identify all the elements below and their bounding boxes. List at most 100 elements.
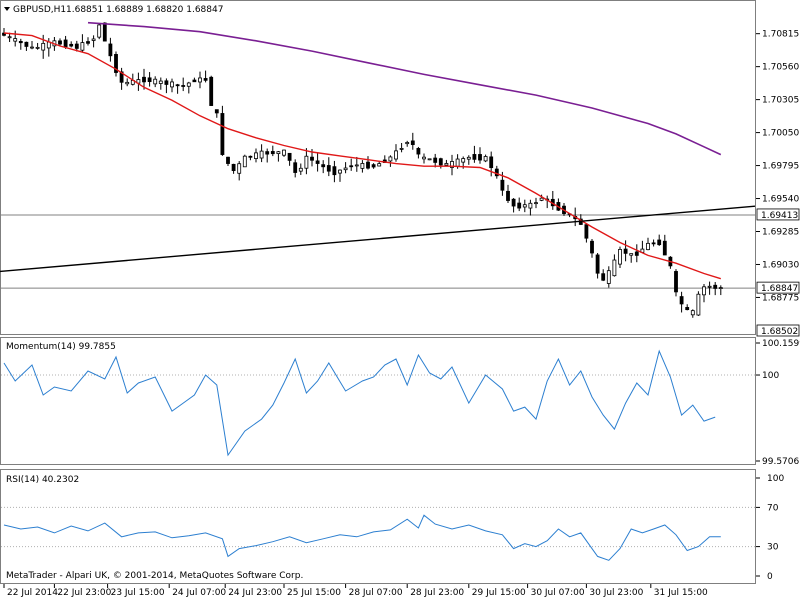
rsi-line — [3, 514, 721, 561]
candle-body — [315, 160, 320, 164]
time-tick-label: 23 Jul 15:00 — [111, 588, 165, 598]
candle-body — [377, 163, 382, 167]
time-tick-label: 28 Jul 23:00 — [410, 588, 464, 598]
symbol-label: GBPUSD,H1 — [13, 5, 66, 15]
candle-body — [175, 84, 180, 87]
candle-body — [265, 151, 270, 155]
candle-body — [489, 156, 494, 169]
candle-body — [534, 202, 538, 205]
candle-body — [478, 154, 482, 161]
candle-body — [125, 81, 130, 85]
price-tick-label: 1.70305 — [762, 96, 799, 106]
candle-body — [349, 165, 354, 168]
time-tick-label: 22 Jul 2014 — [7, 588, 58, 598]
candle-body — [646, 242, 650, 251]
candle-body — [466, 156, 471, 160]
candle-body — [450, 161, 454, 168]
candle-body — [416, 148, 421, 155]
momentum-panel-frame — [0, 337, 756, 465]
time-tick-label: 22 Jul 23:00 — [57, 588, 111, 598]
candle-body — [242, 155, 247, 168]
candle-body — [371, 164, 376, 168]
slow-moving-average-line — [87, 21, 722, 156]
candle-body — [679, 296, 684, 305]
candle-body — [427, 158, 432, 161]
rsi-tick-label: 70 — [767, 503, 779, 513]
price-highlight-text: 1.69413 — [761, 211, 798, 221]
candle-body — [455, 158, 460, 167]
candle-body — [674, 271, 678, 293]
candle-body — [433, 157, 438, 163]
candles — [2, 22, 723, 318]
candle-body — [326, 165, 331, 172]
candle-body — [394, 150, 398, 160]
candle-body — [287, 152, 292, 161]
candle-body — [164, 80, 169, 85]
candle-body — [237, 163, 242, 174]
candle-body — [24, 41, 29, 47]
candle-body — [35, 46, 40, 49]
candle-body — [214, 109, 219, 114]
time-tick-label: 24 Jul 07:00 — [172, 588, 226, 598]
candle-body — [399, 148, 404, 150]
fast-moving-average-line — [3, 32, 722, 280]
time-axis: 22 Jul 2014 22 Jul 23:00 23 Jul 15:00 24 Ju… — [3, 584, 708, 598]
time-tick-label: 28 Jul 07:00 — [349, 588, 403, 598]
candle-body — [522, 204, 527, 208]
rsi-tick-label: 100 — [767, 474, 784, 484]
price-tick-label: 1.70560 — [762, 63, 799, 73]
price-tick-label: 1.69285 — [762, 228, 799, 238]
candle-body — [388, 156, 393, 162]
price-highlight-text: 1.68847 — [761, 284, 798, 294]
candle-body — [702, 286, 706, 296]
candle-body — [304, 155, 309, 169]
candle-body — [422, 156, 426, 160]
candle-body — [41, 42, 46, 51]
candle-body — [405, 142, 410, 145]
candle-body — [584, 224, 589, 239]
candle-body — [618, 249, 622, 265]
candle-body — [612, 259, 617, 277]
candle-body — [338, 169, 342, 174]
candle-body — [153, 78, 158, 85]
candle-body — [685, 307, 690, 311]
price-tick-label: 1.68775 — [762, 293, 799, 303]
candle-body — [86, 41, 90, 44]
candle-body — [606, 270, 611, 284]
candle-body — [354, 164, 359, 167]
rsi-axis: 100 70 30 0 — [756, 474, 784, 582]
candle-body — [483, 156, 488, 162]
candle-body — [444, 163, 449, 166]
time-tick-label: 31 Jul 15:00 — [654, 588, 708, 598]
rsi-label: RSI(14) 40.2302 — [6, 475, 79, 485]
time-tick-label: 25 Jul 15:00 — [287, 588, 341, 598]
time-tick-label: 29 Jul 15:00 — [472, 588, 526, 598]
momentum-line — [3, 349, 716, 457]
candle-body — [91, 38, 96, 41]
candle-body — [662, 240, 667, 256]
price-tick-label: 1.69795 — [762, 162, 799, 172]
price-tick-label: 1.69540 — [762, 195, 799, 205]
time-tick-label: 30 Jul 23:00 — [589, 588, 643, 598]
candle-body — [511, 198, 516, 207]
candle-body — [718, 287, 723, 289]
platform-copyright: MetaTrader - Alpari UK, © 2001-2014, Met… — [6, 571, 303, 581]
trendline[interactable] — [0, 205, 756, 273]
momentum-panel: 100.1599 100 99.5706 Momentum(14) 99.7855 — [0, 337, 800, 467]
horizontal-lines — [1, 214, 755, 289]
price-highlight-tag: 1.68502 — [756, 324, 800, 337]
candle-body — [461, 158, 466, 163]
candle-body — [343, 167, 348, 171]
candle-body — [203, 78, 208, 81]
candle-body — [58, 40, 62, 45]
candle-body — [74, 43, 79, 49]
candle-body — [657, 239, 662, 246]
candle-body — [707, 285, 712, 288]
price-tick-label: 1.70815 — [762, 30, 799, 40]
price-highlight-text: 1.68502 — [761, 327, 798, 337]
candle-body — [254, 152, 258, 159]
candle-body — [651, 242, 656, 245]
candle-body — [198, 77, 202, 83]
candle-body — [629, 253, 634, 256]
